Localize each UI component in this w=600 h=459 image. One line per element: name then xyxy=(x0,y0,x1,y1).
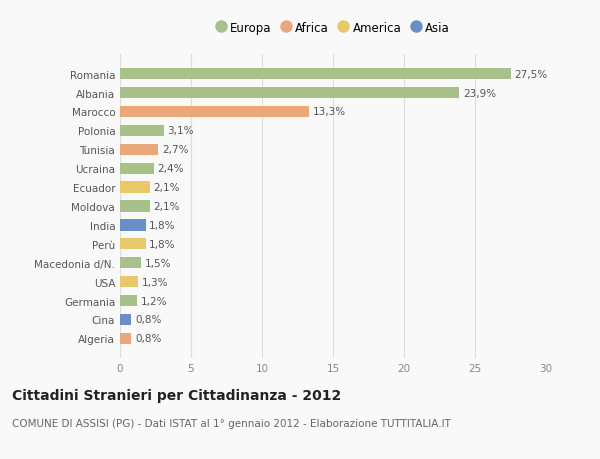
Bar xyxy=(120,69,511,80)
Bar xyxy=(120,276,139,288)
Text: 1,2%: 1,2% xyxy=(140,296,167,306)
Text: 0,8%: 0,8% xyxy=(135,334,161,344)
Bar xyxy=(120,106,309,118)
Text: 1,5%: 1,5% xyxy=(145,258,172,268)
Text: Cittadini Stranieri per Cittadinanza - 2012: Cittadini Stranieri per Cittadinanza - 2… xyxy=(12,388,341,402)
Legend: Europa, Africa, America, Asia: Europa, Africa, America, Asia xyxy=(216,22,450,34)
Bar xyxy=(120,333,131,344)
Text: 2,1%: 2,1% xyxy=(154,183,180,193)
Bar xyxy=(120,144,158,156)
Bar xyxy=(120,88,460,99)
Text: 2,4%: 2,4% xyxy=(158,164,184,174)
Bar xyxy=(120,295,137,307)
Bar xyxy=(120,257,142,269)
Text: 1,3%: 1,3% xyxy=(142,277,169,287)
Bar xyxy=(120,314,131,325)
Bar xyxy=(120,201,150,212)
Bar xyxy=(120,220,146,231)
Text: COMUNE DI ASSISI (PG) - Dati ISTAT al 1° gennaio 2012 - Elaborazione TUTTITALIA.: COMUNE DI ASSISI (PG) - Dati ISTAT al 1°… xyxy=(12,418,451,428)
Text: 2,7%: 2,7% xyxy=(162,145,188,155)
Text: 0,8%: 0,8% xyxy=(135,315,161,325)
Text: 2,1%: 2,1% xyxy=(154,202,180,212)
Bar xyxy=(120,182,150,193)
Bar xyxy=(120,239,146,250)
Text: 27,5%: 27,5% xyxy=(514,69,547,79)
Text: 23,9%: 23,9% xyxy=(463,89,496,98)
Text: 1,8%: 1,8% xyxy=(149,220,176,230)
Text: 1,8%: 1,8% xyxy=(149,239,176,249)
Text: 3,1%: 3,1% xyxy=(167,126,194,136)
Bar xyxy=(120,163,154,174)
Text: 13,3%: 13,3% xyxy=(313,107,346,117)
Bar xyxy=(120,125,164,137)
